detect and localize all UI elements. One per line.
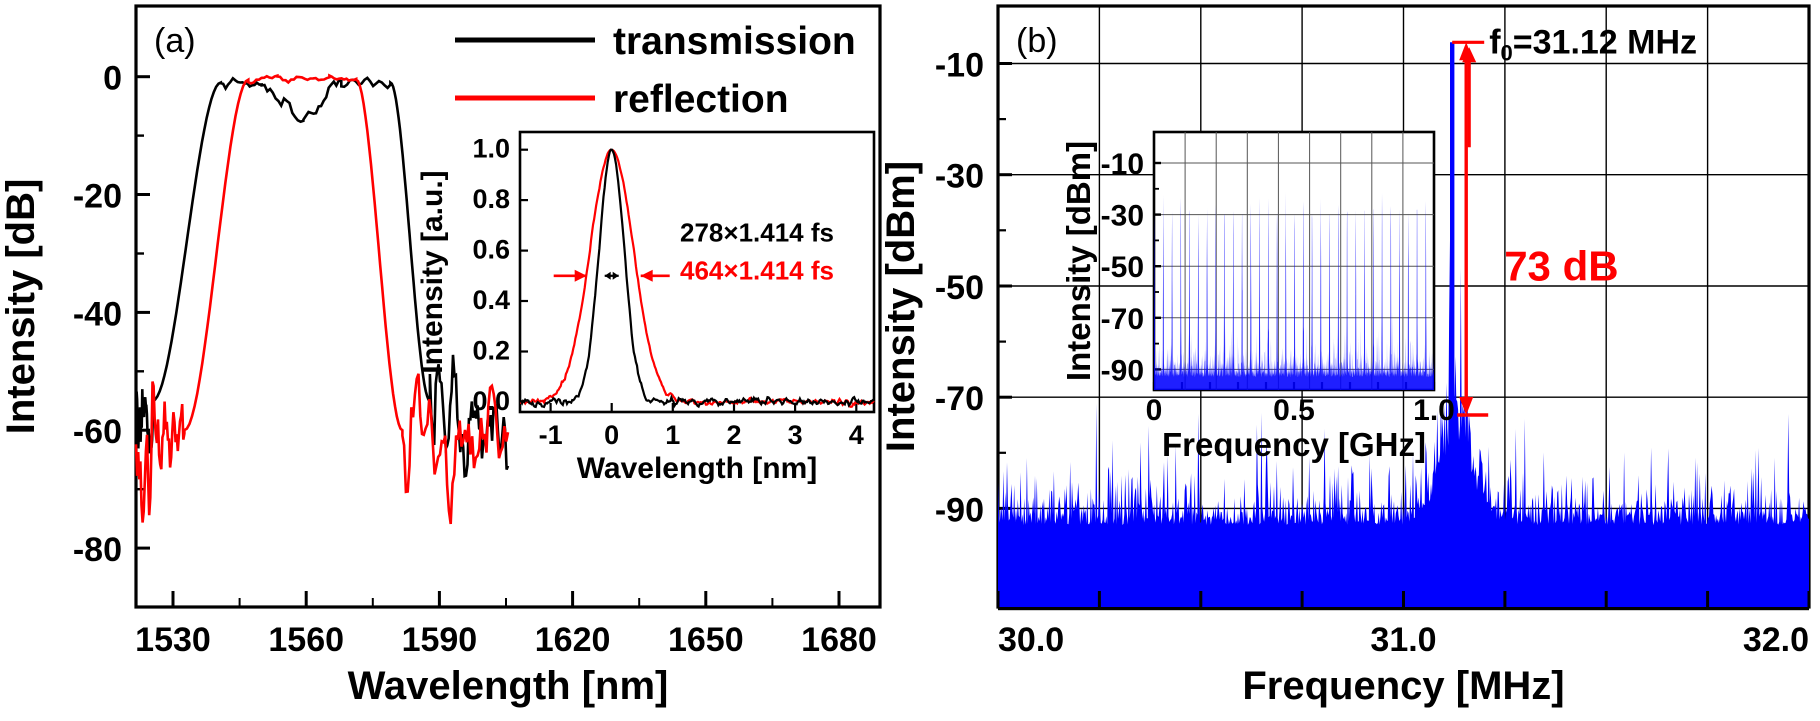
svg-text:0.6: 0.6 xyxy=(472,235,510,265)
svg-text:Intensity [dBm]: Intensity [dBm] xyxy=(879,161,923,452)
svg-text:32.0: 32.0 xyxy=(1743,621,1809,659)
svg-text:-10: -10 xyxy=(1101,148,1144,181)
svg-text:0.4: 0.4 xyxy=(472,285,510,315)
svg-text:0: 0 xyxy=(1146,394,1163,427)
svg-text:-30: -30 xyxy=(1101,200,1144,233)
svg-text:Intensity [dB]: Intensity [dB] xyxy=(0,179,43,435)
svg-text:3: 3 xyxy=(788,420,803,450)
svg-text:Intensity [a.u.]: Intensity [a.u.] xyxy=(416,170,449,373)
svg-text:Intensity [dBm]: Intensity [dBm] xyxy=(1060,141,1097,381)
svg-text:-50: -50 xyxy=(935,269,984,307)
svg-text:1560: 1560 xyxy=(268,621,344,659)
svg-text:30.0: 30.0 xyxy=(998,621,1064,659)
svg-text:(a): (a) xyxy=(154,22,196,60)
svg-text:-90: -90 xyxy=(935,491,984,529)
svg-text:0: 0 xyxy=(103,60,122,98)
svg-text:-60: -60 xyxy=(73,413,122,451)
svg-text:-40: -40 xyxy=(73,295,122,333)
svg-text:2: 2 xyxy=(726,420,741,450)
svg-text:1: 1 xyxy=(665,420,680,450)
svg-text:Wavelength [nm]: Wavelength [nm] xyxy=(348,664,669,708)
svg-text:Frequency [MHz]: Frequency [MHz] xyxy=(1242,664,1564,708)
svg-text:-70: -70 xyxy=(935,380,984,418)
svg-text:4: 4 xyxy=(849,420,864,450)
svg-text:reflection: reflection xyxy=(613,78,789,121)
svg-text:1.0: 1.0 xyxy=(472,134,510,164)
svg-text:f0=31.12 MHz: f0=31.12 MHz xyxy=(1489,23,1697,65)
svg-text:Frequency [GHz]: Frequency [GHz] xyxy=(1162,426,1426,463)
svg-text:1650: 1650 xyxy=(668,621,744,659)
svg-text:-70: -70 xyxy=(1101,303,1144,336)
svg-text:-80: -80 xyxy=(73,531,122,569)
svg-text:1620: 1620 xyxy=(535,621,611,659)
svg-text:-10: -10 xyxy=(935,47,984,85)
svg-text:0.5: 0.5 xyxy=(1273,394,1315,427)
svg-text:0: 0 xyxy=(604,420,619,450)
svg-text:-50: -50 xyxy=(1101,251,1144,284)
svg-text:-1: -1 xyxy=(539,420,563,450)
svg-text:0.2: 0.2 xyxy=(472,336,510,366)
svg-text:1530: 1530 xyxy=(135,621,211,659)
svg-text:0.8: 0.8 xyxy=(472,184,510,214)
svg-text:(b): (b) xyxy=(1016,22,1058,60)
svg-text:Wavelength [nm]: Wavelength [nm] xyxy=(577,452,818,485)
svg-text:31.0: 31.0 xyxy=(1370,621,1436,659)
svg-text:transmission: transmission xyxy=(613,20,856,63)
svg-text:0.0: 0.0 xyxy=(472,386,510,416)
svg-text:278×1.414 fs: 278×1.414 fs xyxy=(680,218,834,248)
svg-text:1590: 1590 xyxy=(402,621,478,659)
svg-text:1.0: 1.0 xyxy=(1413,394,1455,427)
svg-text:1680: 1680 xyxy=(801,621,877,659)
svg-text:-20: -20 xyxy=(73,178,122,216)
svg-text:-90: -90 xyxy=(1101,354,1144,387)
svg-text:464×1.414 fs: 464×1.414 fs xyxy=(680,256,834,286)
svg-text:73 dB: 73 dB xyxy=(1504,243,1618,290)
svg-text:-30: -30 xyxy=(935,158,984,196)
